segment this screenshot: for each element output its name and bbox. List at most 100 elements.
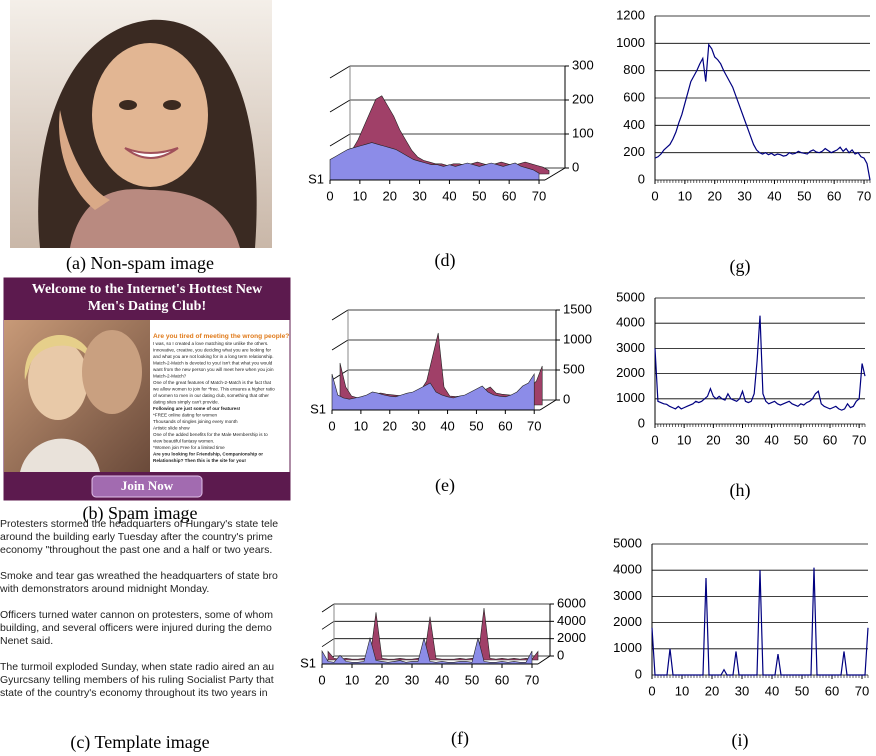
x-tick-label: 30: [411, 418, 425, 433]
template-line: Protesters stormed the headquarters of H…: [0, 518, 278, 530]
spam-image: Welcome to the Internet's Hottest New Me…: [4, 278, 290, 500]
spam-line: Thousands of singles joining every month: [153, 419, 238, 424]
grid-line: [322, 604, 334, 612]
x-tick-label: 70: [532, 188, 546, 203]
x-tick-label: 20: [705, 683, 719, 698]
template-line: The turmoil exploded Sunday, when state …: [0, 661, 274, 673]
spam-line: One of the great features of Match-2-Mat…: [153, 380, 272, 385]
y-tick-label: 2000: [616, 365, 645, 380]
grid-line: [332, 310, 348, 320]
x-tick-label: 70: [857, 188, 871, 203]
y-tick-label: 1000: [616, 35, 645, 50]
grid-line: [330, 134, 350, 146]
spam-line: One of the added benefits for the Male M…: [153, 432, 268, 437]
grid-line: [330, 100, 350, 112]
grid-line: [332, 340, 348, 350]
spam-question: Are you tired of meeting the wrong peopl…: [153, 333, 289, 340]
charts: (d)0102030405060700100200300S1(e)0102030…: [300, 7, 871, 751]
y-tick-label: 4000: [557, 613, 586, 628]
x-tick-label: 0: [651, 432, 658, 447]
spam-line: *Women join Free for a limited time: [153, 445, 225, 450]
line: [655, 45, 870, 180]
caption: (h): [730, 480, 751, 501]
y-tick-label: 0: [638, 415, 645, 430]
x-tick-label: 20: [706, 432, 720, 447]
spam-line: want from the new person you will meet h…: [153, 367, 274, 372]
spam-line: Following are just some of our features!: [153, 406, 241, 411]
x-tick-label: 60: [825, 683, 839, 698]
template-line: with demonstrators around midnight Monda…: [0, 583, 209, 595]
x-tick-label: 40: [765, 683, 779, 698]
template-line: Gyurcsany telling members of his ruling …: [0, 674, 274, 686]
x-tick-label: 0: [648, 683, 655, 698]
figure: (a) Non-spam image Welcome to the Intern…: [0, 0, 876, 756]
x-tick-label: 40: [767, 188, 781, 203]
template-line: state of the country's economy throughou…: [0, 687, 268, 699]
y-tick-label: 4000: [613, 562, 642, 577]
y-tick-label: 0: [572, 159, 579, 174]
y-tick-label: 1000: [616, 390, 645, 405]
caption: (d): [435, 250, 456, 271]
y-tick-label: 5000: [613, 535, 642, 550]
template-text: Protesters stormed the headquarters of H…: [0, 518, 278, 699]
x-tick-label: 10: [675, 683, 689, 698]
y-tick-label: 2000: [557, 630, 586, 645]
x-tick-label: 30: [412, 188, 426, 203]
x-tick-label: 20: [375, 672, 389, 687]
x-tick-label: 10: [678, 188, 692, 203]
y-tick-label: 400: [623, 117, 645, 132]
spam-line: we allow women to join for *free. This e…: [153, 387, 275, 392]
template-line: Smoke and tear gas wreathed the headquar…: [0, 570, 278, 582]
spam-line: Innovative, creative, you deciding what …: [153, 348, 271, 353]
x-tick-label: 50: [472, 188, 486, 203]
y-tick-label: 6000: [557, 595, 586, 610]
x-tick-label: 40: [442, 188, 456, 203]
headline: Welcome to the Internet's Hottest New: [32, 282, 263, 297]
spam-line: Match-2-Match is devoted to you! Isn't t…: [153, 361, 273, 366]
x-tick-label: 10: [354, 418, 368, 433]
spam-line: I was, so I created a love matching site…: [153, 341, 268, 346]
grid-line: [330, 66, 350, 78]
headline: Men's Dating Club!: [88, 299, 206, 314]
y-tick-label: 3000: [613, 588, 642, 603]
y-tick-label: 1200: [616, 7, 645, 22]
spam-line: of women to men in our dating club, some…: [153, 393, 269, 398]
x-tick-label: 30: [405, 672, 419, 687]
y-tick-label: 500: [563, 361, 585, 376]
non-spam-photo: [10, 0, 272, 248]
template-line: around the building early Tuesday after …: [0, 531, 273, 543]
caption: (i): [732, 730, 749, 751]
spam-line: view beautiful fantasy women.: [153, 439, 214, 444]
x-tick-label: 60: [502, 188, 516, 203]
x-tick-label: 30: [735, 683, 749, 698]
x-tick-label: 20: [707, 188, 721, 203]
grid-line: [322, 639, 334, 647]
x-tick-label: 0: [318, 672, 325, 687]
x-tick-label: 0: [328, 418, 335, 433]
x-tick-label: 50: [794, 432, 808, 447]
join-button: Join Now: [121, 478, 174, 493]
caption: (a) Non-spam image: [66, 253, 214, 274]
y-tick-label: 3000: [616, 340, 645, 355]
line: [652, 568, 868, 675]
x-tick-label: 50: [465, 672, 479, 687]
y-tick-label: 1000: [613, 640, 642, 655]
grid-line: [322, 621, 334, 629]
x-tick-label: 40: [435, 672, 449, 687]
x-tick-label: 70: [852, 432, 866, 447]
spam-line: Artistic slide show: [153, 426, 190, 431]
spam-line: Relationship? Then this is the site for …: [153, 458, 246, 463]
x-tick-label: 60: [498, 418, 512, 433]
template-line: building, and several officers were inju…: [0, 622, 272, 634]
y-tick-label: 100: [572, 125, 594, 140]
y-tick-label: 1000: [563, 331, 592, 346]
x-tick-label: 0: [651, 188, 658, 203]
area: [328, 608, 538, 660]
template-line: Nenet said.: [0, 635, 53, 647]
x-tick-label: 60: [827, 188, 841, 203]
spam-line: Match-2-Match?: [153, 374, 187, 379]
x-tick-label: 50: [469, 418, 483, 433]
y-tick-label: 4000: [616, 315, 645, 330]
x-tick-label: 40: [440, 418, 454, 433]
x-tick-label: 20: [383, 418, 397, 433]
